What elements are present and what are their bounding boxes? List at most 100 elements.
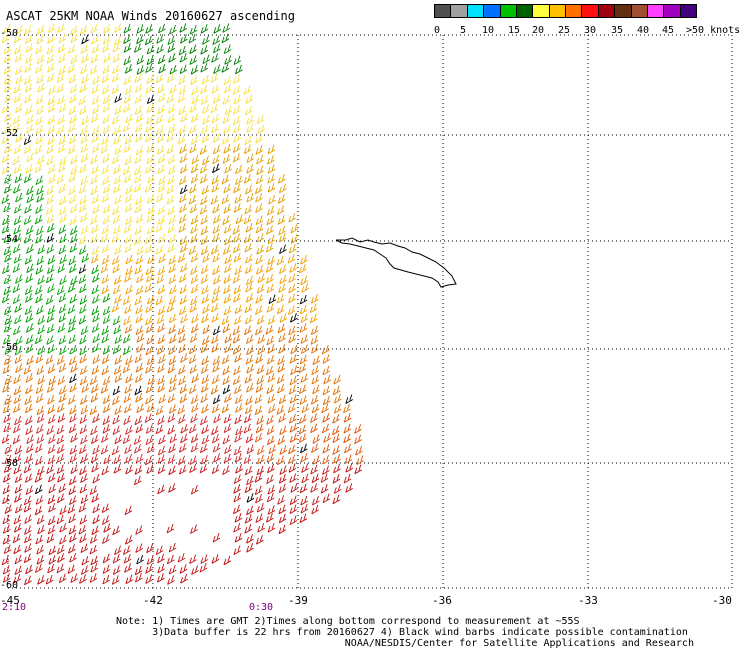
wind-barb — [91, 462, 99, 473]
wind-barb — [13, 33, 22, 44]
wind-barb — [2, 573, 11, 583]
wind-barb — [3, 274, 12, 285]
wind-barb — [321, 423, 330, 434]
wind-barb — [277, 384, 285, 394]
wind-barb — [58, 385, 67, 395]
wind-barb — [35, 134, 44, 145]
wind-barb — [310, 464, 318, 475]
wind-barb — [256, 245, 265, 255]
wind-barb — [245, 395, 253, 406]
wind-barb — [48, 555, 57, 565]
wind-barb — [331, 425, 340, 436]
wind-barb — [321, 344, 330, 355]
wind-barb — [79, 334, 87, 345]
wind-barb — [211, 113, 220, 124]
wind-barb — [202, 35, 210, 45]
wind-barb — [332, 445, 341, 455]
wind-barb — [144, 413, 153, 423]
wind-barb — [14, 314, 22, 325]
wind-barb — [300, 344, 309, 354]
wind-barb — [124, 505, 133, 516]
wind-barb — [56, 493, 65, 504]
wind-barb — [288, 384, 297, 395]
wind-barb — [92, 125, 100, 135]
wind-barb — [111, 84, 120, 95]
wind-barb — [256, 165, 264, 176]
wind-barb — [177, 552, 186, 563]
wind-barb — [168, 165, 176, 175]
wind-barb — [167, 243, 175, 253]
wind-barb — [70, 233, 78, 244]
wind-barb — [245, 334, 254, 344]
wind-barb — [199, 443, 208, 454]
wind-barb — [102, 394, 111, 405]
wind-barb — [279, 465, 288, 475]
wind-barb — [112, 263, 121, 274]
wind-barb — [59, 233, 68, 244]
wind-barb — [244, 184, 253, 195]
wind-barb — [14, 484, 23, 494]
wind-barb — [25, 43, 34, 53]
wind-barb — [114, 145, 123, 155]
wind-barb — [180, 243, 188, 253]
wind-barb — [266, 425, 275, 435]
wind-barb — [47, 364, 56, 374]
wind-barb — [112, 284, 121, 295]
wind-barb — [167, 104, 176, 114]
wind-barb — [25, 313, 34, 323]
wind-barb — [134, 173, 142, 184]
wind-barb — [179, 284, 188, 294]
wind-barb — [311, 504, 320, 515]
wind-barb — [167, 393, 176, 403]
wind-barb — [36, 255, 45, 266]
wind-barb — [178, 213, 187, 224]
wind-barb — [23, 144, 32, 154]
wind-barb — [246, 192, 255, 203]
wind-barb — [234, 414, 243, 425]
wind-barb — [244, 264, 253, 274]
wind-barb — [4, 454, 13, 465]
wind-barb — [191, 313, 199, 324]
wind-barb — [47, 515, 56, 526]
wind-barb — [145, 383, 154, 394]
wind-barb — [276, 293, 285, 304]
wind-barb — [190, 224, 199, 234]
wind-barb — [57, 473, 65, 483]
wind-barb — [309, 313, 318, 324]
wind-barb — [224, 393, 232, 403]
wind-barb — [180, 353, 188, 363]
wind-barb — [23, 135, 32, 145]
wind-barb — [289, 515, 298, 525]
wind-barb — [213, 285, 221, 295]
wind-barb — [189, 44, 197, 55]
wind-barb — [122, 122, 131, 133]
wind-barb — [37, 524, 45, 535]
wind-barb — [222, 154, 231, 164]
wind-barb — [256, 502, 265, 513]
wind-barb — [25, 54, 33, 64]
wind-barb — [56, 453, 65, 463]
wind-barb — [191, 85, 200, 96]
wind-barb — [224, 254, 233, 265]
wind-barb — [244, 404, 253, 415]
wind-barb — [36, 74, 45, 84]
wind-barb — [211, 123, 219, 134]
wind-barb — [92, 503, 101, 514]
wind-barb — [14, 345, 23, 356]
wind-barb — [4, 174, 12, 184]
wind-barb — [46, 223, 55, 233]
wind-barb — [14, 44, 22, 55]
wind-barb — [233, 365, 241, 376]
wind-barb — [157, 445, 166, 456]
wind-barb — [312, 455, 321, 465]
wind-barb — [36, 54, 45, 65]
wind-barb — [135, 325, 144, 335]
wind-barb — [145, 163, 153, 174]
wind-barb — [13, 453, 22, 464]
wind-barb — [343, 423, 352, 434]
wind-barb — [90, 555, 99, 566]
wind-barb — [68, 74, 77, 84]
wind-barb — [4, 93, 12, 103]
wind-barb — [79, 295, 88, 305]
wind-barb — [267, 234, 276, 245]
